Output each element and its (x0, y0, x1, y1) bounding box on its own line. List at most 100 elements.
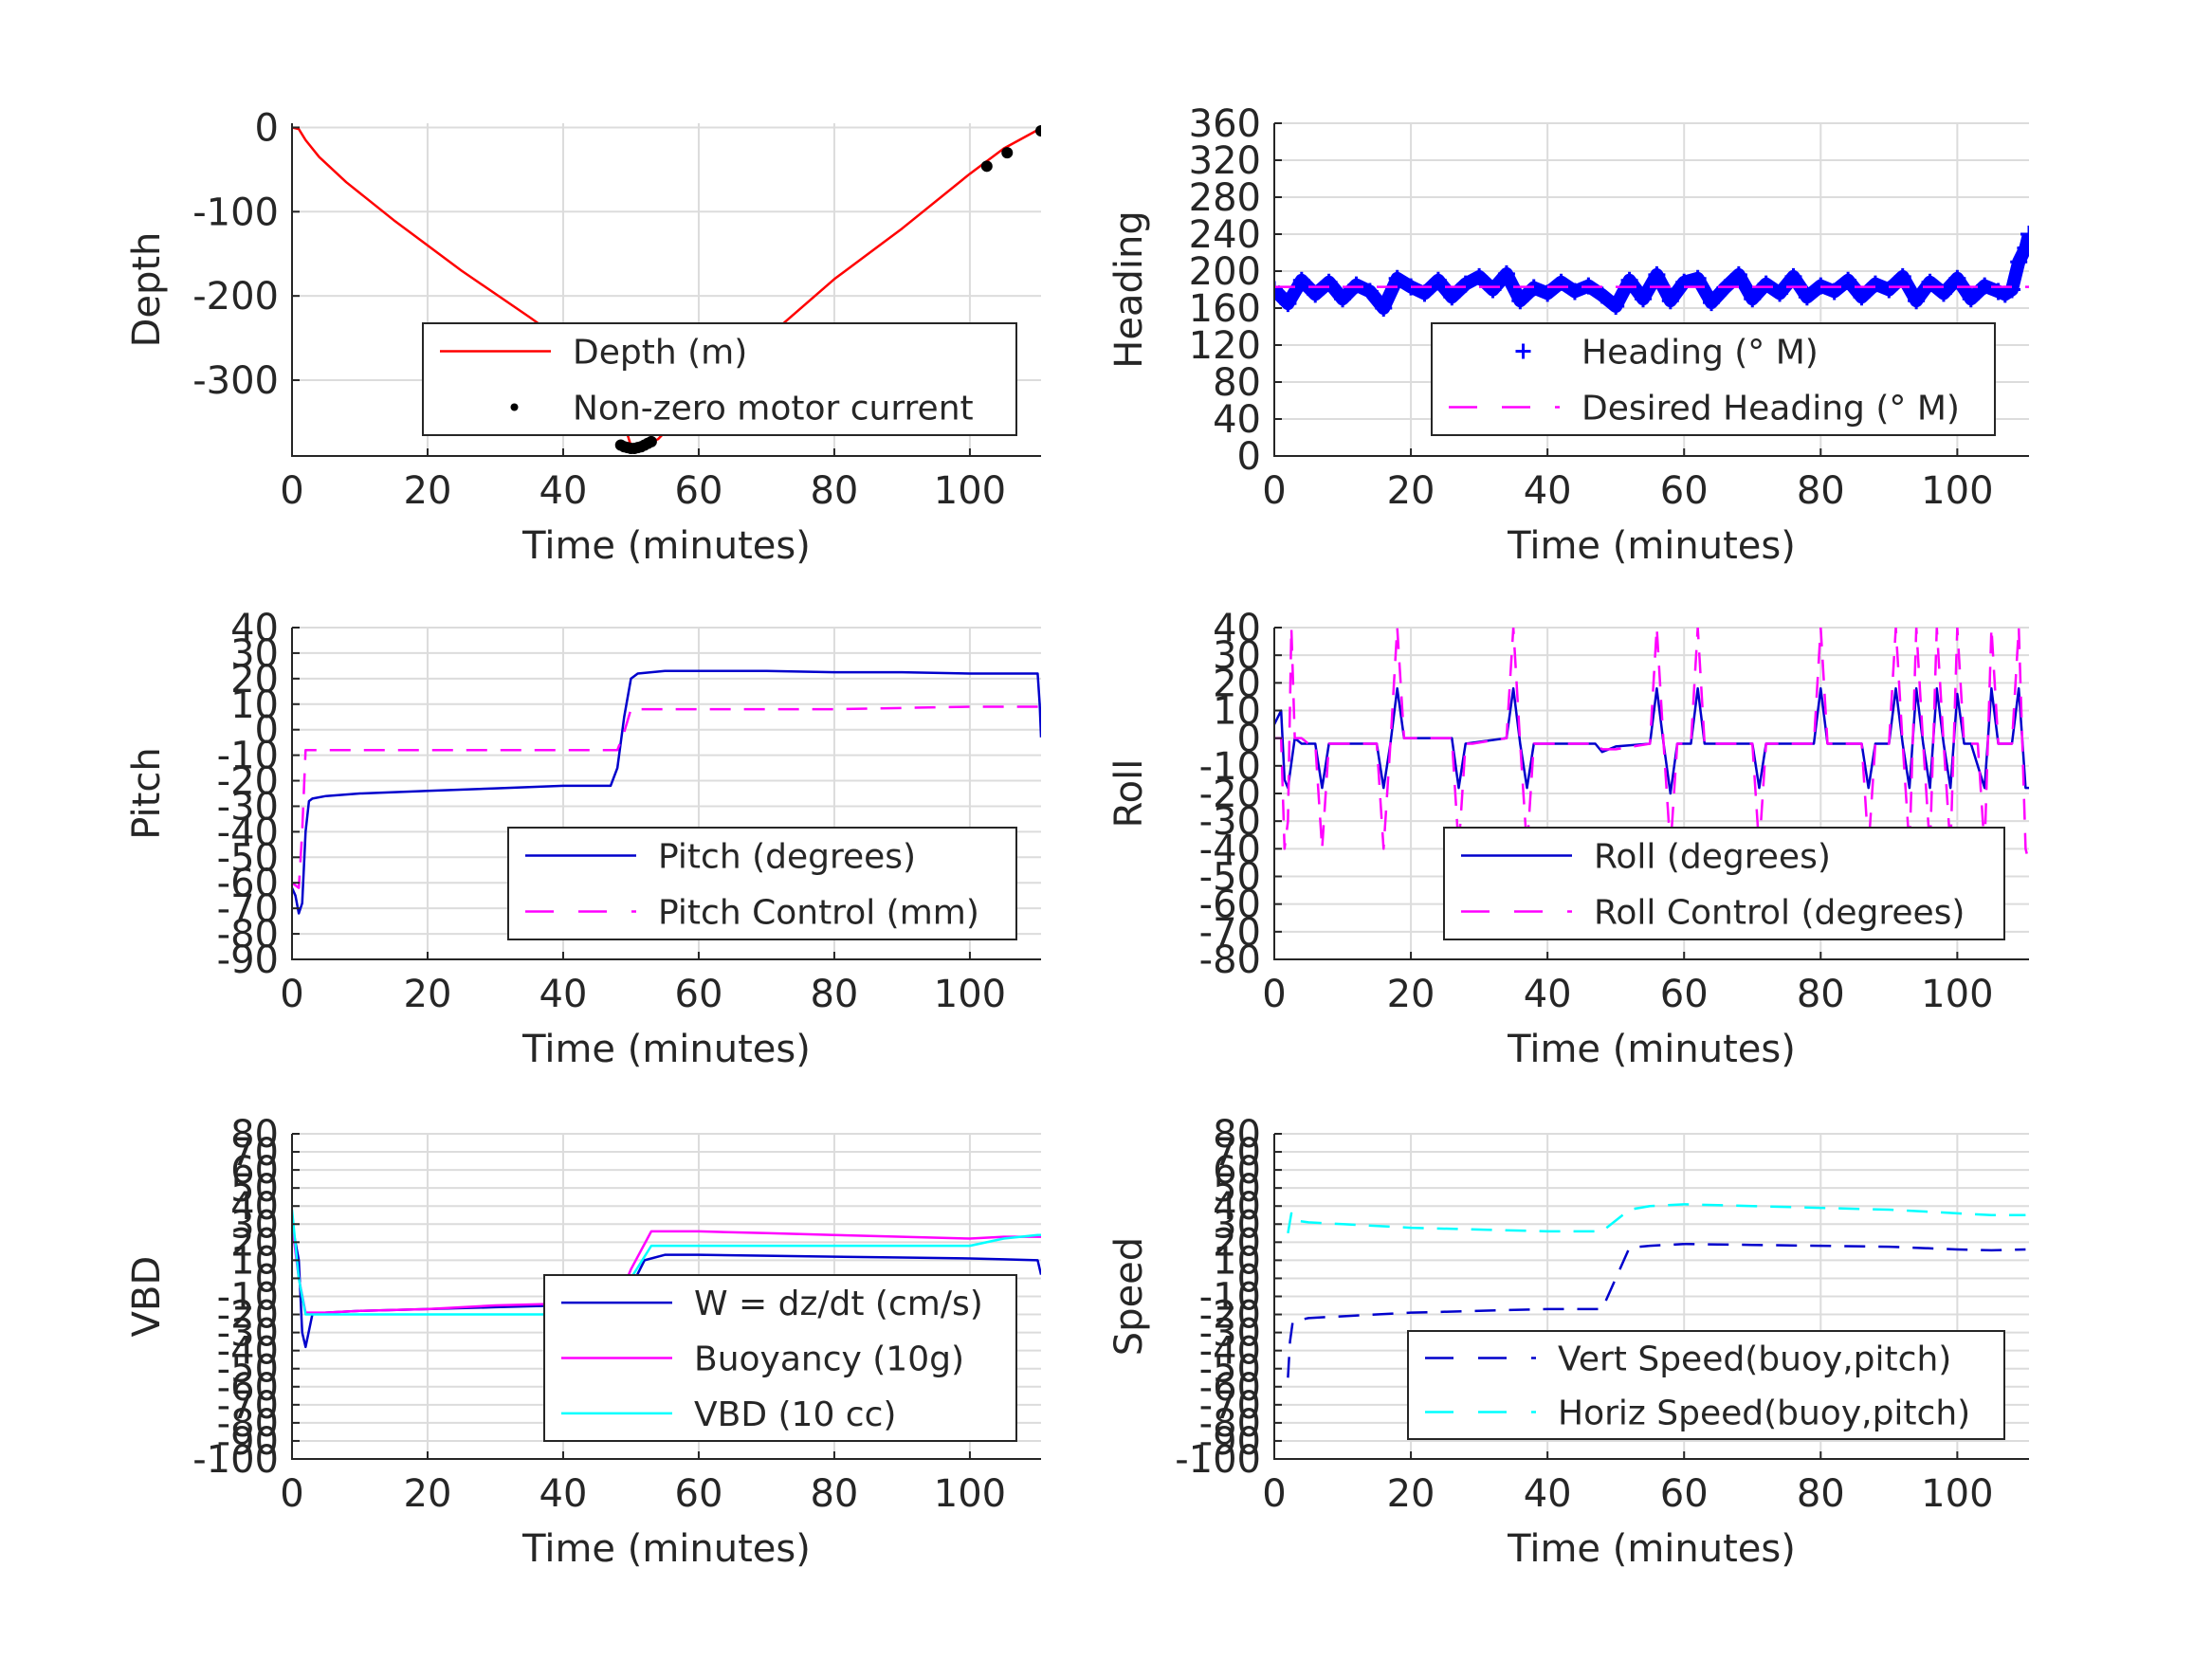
speed-series-1-line (1287, 1242, 2026, 1378)
y-tick-label: -50 (1199, 1348, 1261, 1392)
y-tick-label: 20 (230, 1221, 279, 1265)
x-tick-label: 40 (539, 1472, 588, 1516)
pitch-chart: 0 20 40 60 80 100403020100-10-20-30-40-50-60-… (125, 607, 1041, 1071)
y-tick-label: 70 (230, 1131, 279, 1175)
x-tick-label: 20 (1387, 973, 1435, 1016)
y-tick-label: -20 (1199, 773, 1261, 816)
legend-label: Depth (m) (573, 334, 747, 373)
legend-box (507, 827, 1017, 940)
y-tick-label: 30 (1213, 634, 1261, 678)
y-tick-label: 80 (230, 1113, 279, 1157)
y-axis-label: Depth (125, 232, 169, 348)
y-tick-label: -70 (1199, 1384, 1261, 1428)
y-axis-label: Heading (1107, 210, 1151, 368)
heading-point (1375, 300, 1393, 317)
y-tick-label: 20 (230, 658, 279, 702)
heading-point (1279, 295, 1297, 313)
heading-point (1471, 267, 1489, 285)
heading-point (1661, 292, 1679, 310)
heading-point (1307, 285, 1325, 303)
x-tick-label: 40 (1524, 1472, 1572, 1516)
x-axis-label: Time (minutes) (521, 524, 811, 568)
y-tick-label: -300 (192, 359, 279, 403)
legend-box (1407, 1330, 2005, 1440)
heading-point (1853, 288, 1871, 306)
heading-point (1771, 284, 1789, 302)
legend-label: Horiz Speed(buoy,pitch) (1558, 1395, 1970, 1433)
y-tick-label: 0 (1237, 435, 1261, 479)
speed-legend: Vert Speed(buoy,pitch) Horiz Speed(buoy,p… (1407, 1330, 2005, 1440)
y-tick-label: 70 (1213, 1131, 1261, 1175)
heading-point (1443, 288, 1461, 306)
plot-area (1274, 628, 2029, 864)
legend-label: Buoyancy (10g) (694, 1340, 964, 1379)
x-tick-label: 100 (1921, 973, 1993, 1016)
y-tick-label: -80 (217, 913, 279, 957)
x-tick-label: 60 (1660, 1472, 1709, 1516)
heading-point (2020, 226, 2029, 243)
x-tick-label: 40 (539, 469, 588, 513)
legend-label: Roll Control (degrees) (1594, 894, 1965, 933)
heading-point (1962, 290, 1980, 308)
heading-point (1565, 283, 1583, 301)
y-tick-label: -40 (217, 811, 279, 854)
y-tick-label: 10 (1213, 1239, 1261, 1283)
x-tick-label: 0 (1262, 1472, 1286, 1516)
y-tick-label: 40 (1213, 1185, 1261, 1229)
y-tick-label: 0 (1237, 718, 1261, 761)
legend-label: W = dz/dt (cm/s) (694, 1285, 983, 1323)
heading-point (1703, 294, 1721, 312)
heading-point (1798, 288, 1816, 306)
x-tick-label: 0 (280, 469, 303, 513)
y-tick-label: -100 (192, 191, 279, 234)
y-tick-label: -10 (217, 735, 279, 778)
y-tick-label: 240 (1189, 213, 1261, 257)
vbd-series-2-line (292, 1224, 1041, 1314)
x-tick-label: 80 (810, 1472, 858, 1516)
heading-point (1635, 290, 1652, 308)
legend-label: Non-zero motor current (573, 390, 974, 428)
heading-point (1866, 275, 1884, 293)
y-tick-label: 10 (230, 1239, 279, 1283)
y-tick-label: 40 (230, 1185, 279, 1229)
heading-point (1908, 292, 1926, 310)
heading-point (1593, 286, 1611, 304)
y-tick-label: 0 (255, 1257, 279, 1301)
y-axis-label: Pitch (125, 747, 169, 839)
y-tick-label: -90 (1199, 1420, 1261, 1464)
y-tick-label: -30 (1199, 1312, 1261, 1356)
x-tick-label: 100 (1921, 1472, 1993, 1516)
motor-current-point (1001, 147, 1014, 159)
legend-label: Desired Heading (° M) (1581, 390, 1960, 428)
roll-chart: 0 20 40 60 80 100403020100-10-20-30-40-50-60-… (1107, 607, 2029, 1071)
y-tick-label: -60 (217, 1366, 279, 1410)
y-tick-label: -80 (1199, 939, 1261, 982)
legend-marker (510, 403, 519, 411)
heading-point (1497, 264, 1515, 283)
heading-point (1648, 265, 1666, 283)
y-tick-label: -70 (1199, 911, 1261, 955)
plot-area (292, 669, 1041, 915)
legend-label: Vert Speed(buoy,pitch) (1558, 1340, 1951, 1379)
y-tick-label: -30 (1199, 800, 1261, 844)
y-tick-label: -50 (1199, 856, 1261, 900)
y-tick-label: -50 (217, 1348, 279, 1392)
heading-point (1893, 267, 1911, 285)
x-tick-label: 0 (280, 973, 303, 1016)
y-tick-label: 200 (1189, 250, 1261, 294)
x-axis-label: Time (minutes) (521, 1028, 811, 1071)
vbd-chart: 0 20 40 60 80 10080706050403020100-10-20-30-4… (125, 1113, 1041, 1571)
heading-point (1484, 281, 1502, 299)
x-tick-label: 60 (1660, 973, 1709, 1016)
x-tick-label: 80 (810, 973, 858, 1016)
y-tick-label: 40 (1213, 607, 1261, 650)
y-tick-label: 10 (230, 684, 279, 727)
vbd-legend: W = dz/dt (cm/s) Buoyancy (10g) VBD (10 cc… (543, 1274, 1017, 1442)
heading-point (1456, 275, 1474, 293)
y-tick-label: 20 (1213, 662, 1261, 705)
legend-marker (1515, 343, 1531, 359)
x-tick-label: 60 (1660, 469, 1709, 513)
x-axis-label: Time (minutes) (1507, 524, 1796, 568)
x-tick-label: 20 (404, 1472, 452, 1516)
heading-point (1976, 277, 1994, 295)
